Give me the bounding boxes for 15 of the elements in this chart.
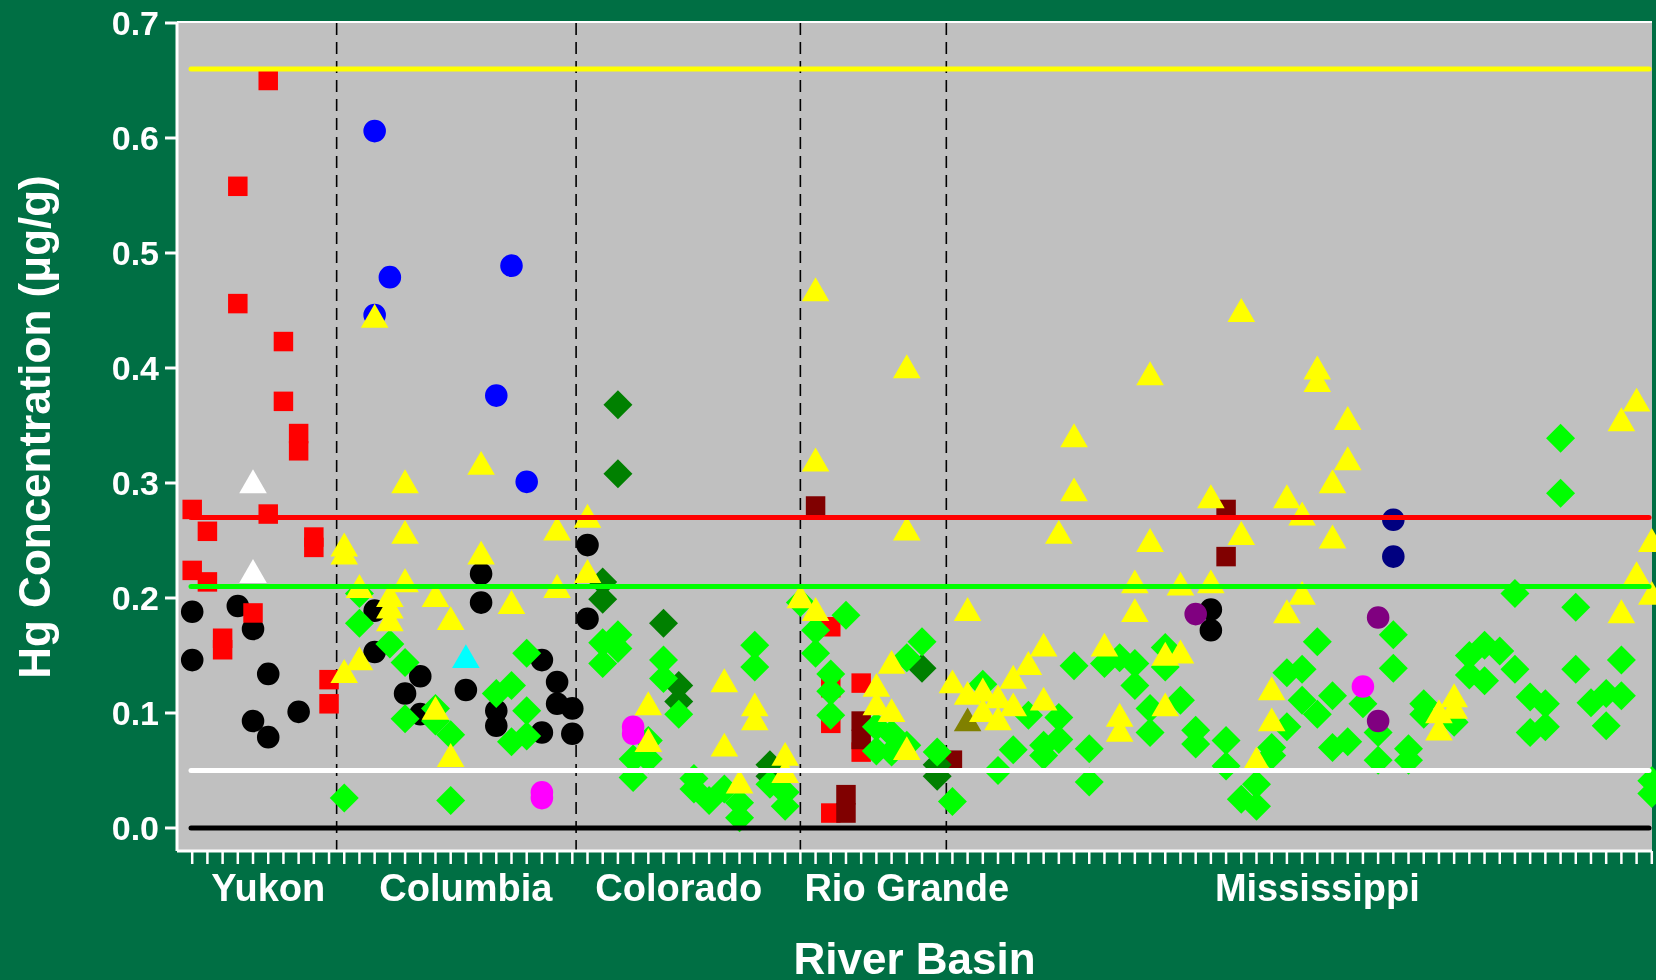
y-tick-label: 0.5 (111, 233, 159, 272)
y-tick-label: 0.6 (111, 118, 159, 157)
x-axis-title: River Basin (793, 934, 1036, 980)
x-tick-label: Rio Grande (804, 867, 1010, 909)
y-tick-label: 0.2 (111, 578, 159, 617)
y-axis-title: Hg Concentration (μg/g) (10, 175, 59, 679)
y-tick-label: 0.4 (111, 348, 160, 387)
y-tick-label: 0.0 (111, 808, 159, 847)
y-tick-label: 0.7 (111, 3, 159, 42)
y-tick-label: 0.1 (111, 693, 159, 732)
x-tick-label: Mississippi (1214, 867, 1420, 909)
y-tick-label: 0.3 (111, 463, 159, 502)
x-tick-label: Yukon (211, 867, 326, 909)
x-tick-label: Colorado (595, 867, 763, 909)
x-tick-label: Columbia (379, 867, 554, 909)
